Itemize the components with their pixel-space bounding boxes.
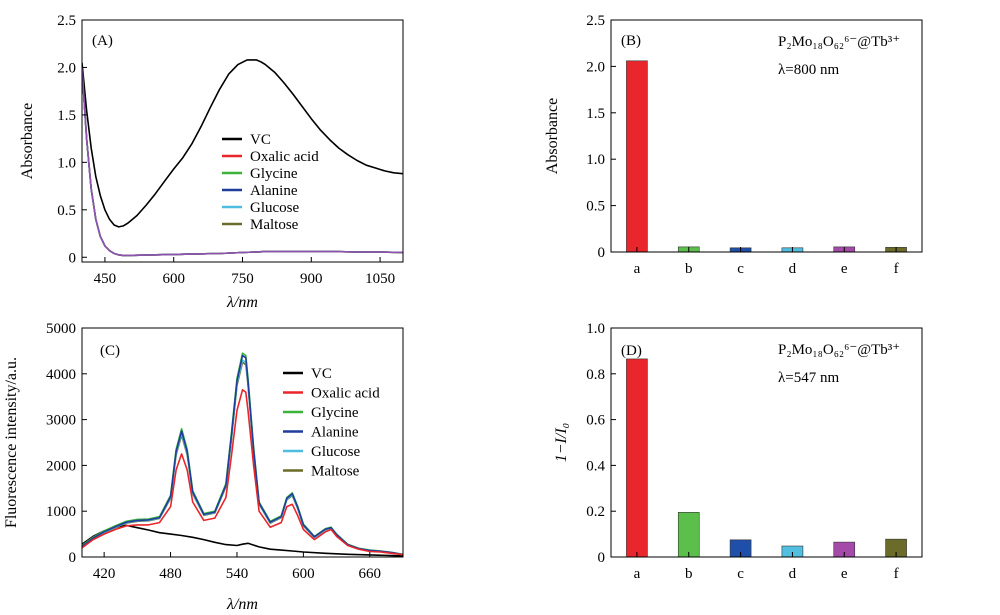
- panel-a-xtick-label: 600: [162, 271, 185, 287]
- panel-a-legend-label: Glucose: [250, 200, 299, 216]
- panel-a-frame: [81, 19, 404, 263]
- panel-b-label: (B): [621, 33, 641, 49]
- panel-c-legend-label: Oxalic acid: [311, 386, 380, 402]
- panel-a-ytick-label: 1.0: [57, 155, 76, 171]
- panel-c-ytick-label: 0: [69, 550, 77, 566]
- panel-a-legend-label: Maltose: [250, 217, 299, 233]
- panel-c: 0 1000 2000 3000 4000 5000 420 480 540 600 660 (C) λ…: [3, 321, 404, 613]
- panel-d-ylabel: 1−I/I₀: [553, 423, 570, 462]
- panel-c-ytick-label: 3000: [46, 413, 76, 429]
- panel-d-category-label: c: [737, 566, 744, 582]
- panel-c-legend-label: Maltose: [311, 464, 360, 480]
- panel-d-ytick-label: 0: [598, 550, 606, 566]
- panel-a-ylabel: Absorbance: [19, 103, 36, 179]
- panel-c-frame: [81, 327, 404, 558]
- panel-a-series-maltose: [82, 67, 403, 257]
- panel-c-ylabel: Fluorescence intensity/a.u.: [3, 357, 20, 528]
- panel-d-subtitle: λ=547 nm: [778, 370, 839, 386]
- panel-c-legend-label: Glucose: [311, 444, 360, 460]
- panel-a-series-group: [82, 59, 403, 257]
- panel-d-ytick-label: 1.0: [586, 321, 605, 337]
- panel-b-ytick-label: 2.0: [586, 59, 605, 75]
- panel-c-label: (C): [100, 343, 120, 359]
- panel-b-title: P₂Mo₁₈O₆₂⁶⁻@Tb³⁺: [778, 34, 900, 50]
- panel-b-ytick-label: 0: [598, 245, 606, 261]
- panel-a-series-vc: [82, 59, 403, 228]
- panel-d-ytick-label: 0.2: [586, 504, 605, 520]
- panel-a-xlabel: λ/nm: [226, 294, 258, 311]
- panel-c-xtick-label: 600: [292, 566, 315, 582]
- panel-d: a b c d e f 0 0.2 0.4 0.6 0.8 1.0 (D) P₂Mo₁₈O₆₂⁶⁻@Tb³…: [553, 321, 923, 582]
- panel-c-xtick-label: 540: [226, 566, 249, 582]
- panel-c-legend-label: Glycine: [311, 405, 359, 421]
- panel-d-bar-b: [677, 512, 700, 558]
- panel-a-legend-label: VC: [250, 132, 271, 148]
- panel-c-xtick-label: 660: [359, 566, 382, 582]
- panel-c-series-alanine: [82, 354, 403, 556]
- panel-a-ytick-label: 0: [69, 250, 77, 266]
- panel-d-category-label: d: [789, 566, 797, 582]
- panel-c-ytick-label: 4000: [46, 367, 76, 383]
- panel-a-series-glycine: [82, 67, 403, 257]
- panel-c-xlabel: λ/nm: [226, 596, 258, 613]
- panel-b-category-label: d: [789, 261, 797, 277]
- panel-c-series-group: [82, 352, 403, 557]
- panel-d-frame: [610, 327, 923, 558]
- panel-b-frame: [610, 19, 923, 253]
- panel-d-category-label: a: [634, 566, 641, 582]
- panel-c-series-vc: [82, 524, 403, 557]
- panel-a-xtick-label: 1050: [365, 271, 395, 287]
- panel-a-overlap-curve: [82, 67, 403, 257]
- panel-c-ytick-label: 1000: [46, 504, 76, 520]
- panel-b-category-label: f: [894, 261, 899, 277]
- panel-c-legend-label: Alanine: [311, 425, 359, 441]
- panel-a-xtick-label: 450: [94, 271, 117, 287]
- panel-a-legend-label: Oxalic acid: [250, 149, 319, 165]
- panel-a-label: (A): [92, 33, 113, 49]
- panel-d-category-label: f: [894, 566, 899, 582]
- panel-c-ytick-label: 5000: [46, 321, 76, 337]
- panel-a-series-alanine: [82, 67, 403, 257]
- panel-d-title: P₂Mo₁₈O₆₂⁶⁻@Tb³⁺: [778, 342, 900, 358]
- panel-b-ylabel: Absorbance: [544, 98, 561, 174]
- panel-c-series-oxalic-acid: [82, 389, 403, 556]
- panel-a-xtick-label: 900: [300, 271, 323, 287]
- panel-d-label: (D): [621, 343, 642, 359]
- panel-d-bar-a: [626, 358, 648, 558]
- panel-a-ytick-label: 2.5: [57, 13, 76, 29]
- panel-d-ytick-label: 0.4: [586, 458, 605, 474]
- panel-a-ytick-label: 1.5: [57, 108, 76, 124]
- panel-c-xtick-label: 420: [93, 566, 116, 582]
- panel-a-xtick-label: 750: [231, 271, 254, 287]
- panel-a-legend-label: Alanine: [250, 183, 298, 199]
- panel-b-category-label: e: [841, 261, 848, 277]
- panel-b-ytick-label: 1.0: [586, 152, 605, 168]
- panel-b-category-label: a: [634, 261, 641, 277]
- panel-a-ytick-label: 0.5: [57, 203, 76, 219]
- panel-d-ytick-label: 0.6: [586, 413, 605, 429]
- panel-a: 0 0.5 1.0 1.5 2.0 2.5 450 600 750 900 1050 (A) λ/nm A…: [19, 13, 404, 311]
- panel-b-ytick-label: 0.5: [586, 199, 605, 215]
- panel-a-ytick-label: 2.0: [57, 60, 76, 76]
- panel-d-category-label: e: [841, 566, 848, 582]
- panel-b-category-label: c: [737, 261, 744, 277]
- panel-b-ytick-label: 2.5: [586, 13, 605, 29]
- panel-a-series-glucose: [82, 67, 403, 257]
- panel-b-category-label: b: [685, 261, 693, 277]
- panel-d-category-label: b: [685, 566, 693, 582]
- panel-c-legend-label: VC: [311, 366, 332, 382]
- panel-a-series-oxalic-acid: [82, 67, 403, 257]
- panel-a-legend-label: Glycine: [250, 166, 298, 182]
- panel-c-xtick-label: 480: [159, 566, 182, 582]
- panel-b: a b c d e f 0 0.5 1.0 1.5 2.0 2.5 (B) P₂Mo₁₈O₆₂⁶⁻@Tb³…: [544, 13, 923, 277]
- panel-d-ytick-label: 0.8: [586, 367, 605, 383]
- panel-b-subtitle: λ=800 nm: [778, 62, 839, 78]
- panel-c-ytick-label: 2000: [46, 458, 76, 474]
- panel-b-bar-a: [626, 60, 648, 253]
- panel-b-ytick-label: 1.5: [586, 106, 605, 122]
